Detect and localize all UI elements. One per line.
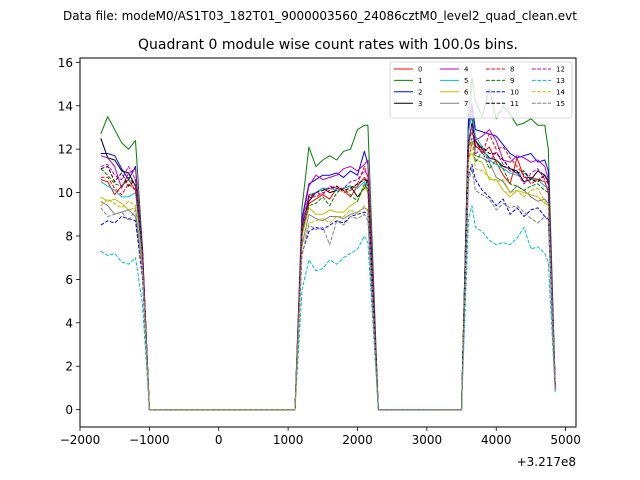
- series-lines: [100, 77, 556, 411]
- axes-frame: [79, 57, 577, 428]
- series-line-1: [100, 77, 556, 411]
- series-line-15: [100, 168, 556, 411]
- x-tick-label: 2000: [342, 433, 373, 447]
- chart-title: Quadrant 0 module wise count rates with …: [138, 37, 518, 53]
- y-tick-label: 2: [65, 360, 73, 374]
- legend-label-4: 4: [464, 66, 469, 74]
- y-tick-label: 14: [58, 99, 73, 113]
- figure-suptitle: Data file: modeM0/AS1T03_182T01_90000035…: [63, 9, 577, 23]
- legend-label-9: 9: [510, 77, 514, 85]
- legend-box: [389, 61, 573, 119]
- x-tick-label: 0: [215, 433, 223, 447]
- legend-label-12: 12: [556, 66, 565, 74]
- legend-label-10: 10: [510, 88, 519, 96]
- legend-label-3: 3: [418, 100, 422, 108]
- series-line-10: [100, 163, 556, 411]
- series-line-9: [100, 137, 556, 411]
- x-tick-label: −1000: [129, 433, 170, 447]
- x-tick-label: 1000: [273, 433, 304, 447]
- series-line-0: [100, 140, 556, 411]
- y-tick-label: 8: [65, 229, 73, 243]
- y-tick-label: 12: [58, 143, 73, 157]
- plot-area: −2000 −1000 0 1000 2000 3000 4000 5000024681012…: [58, 56, 581, 469]
- legend-label-8: 8: [510, 66, 514, 74]
- legend-label-5: 5: [464, 77, 468, 85]
- series-line-4: [100, 105, 556, 411]
- legend-label-11: 11: [510, 100, 519, 108]
- x-tick-label: 4000: [481, 433, 512, 447]
- x-tick-label: −2000: [60, 433, 101, 447]
- x-tick-label: 3000: [412, 433, 443, 447]
- series-line-11: [100, 122, 556, 411]
- legend-label-14: 14: [556, 88, 565, 96]
- y-tick-label: 10: [58, 186, 73, 200]
- series-line-13: [100, 205, 556, 411]
- legend-label-6: 6: [464, 88, 469, 96]
- x-tick-label: 5000: [550, 433, 581, 447]
- y-tick-label: 16: [58, 56, 73, 70]
- legend-label-1: 1: [418, 77, 422, 85]
- y-tick-label: 0: [65, 403, 73, 417]
- series-line-7: [100, 122, 556, 411]
- y-tick-label: 6: [65, 273, 73, 287]
- series-line-14: [100, 140, 556, 411]
- series-line-12: [100, 124, 556, 411]
- y-tick-label: 4: [65, 316, 73, 330]
- legend-label-7: 7: [464, 100, 468, 108]
- legend-label-15: 15: [556, 100, 565, 108]
- legend-label-2: 2: [418, 88, 422, 96]
- legend-label-0: 0: [418, 66, 422, 74]
- legend-label-13: 13: [556, 77, 565, 85]
- x-offset-label: +3.217e8: [517, 455, 576, 469]
